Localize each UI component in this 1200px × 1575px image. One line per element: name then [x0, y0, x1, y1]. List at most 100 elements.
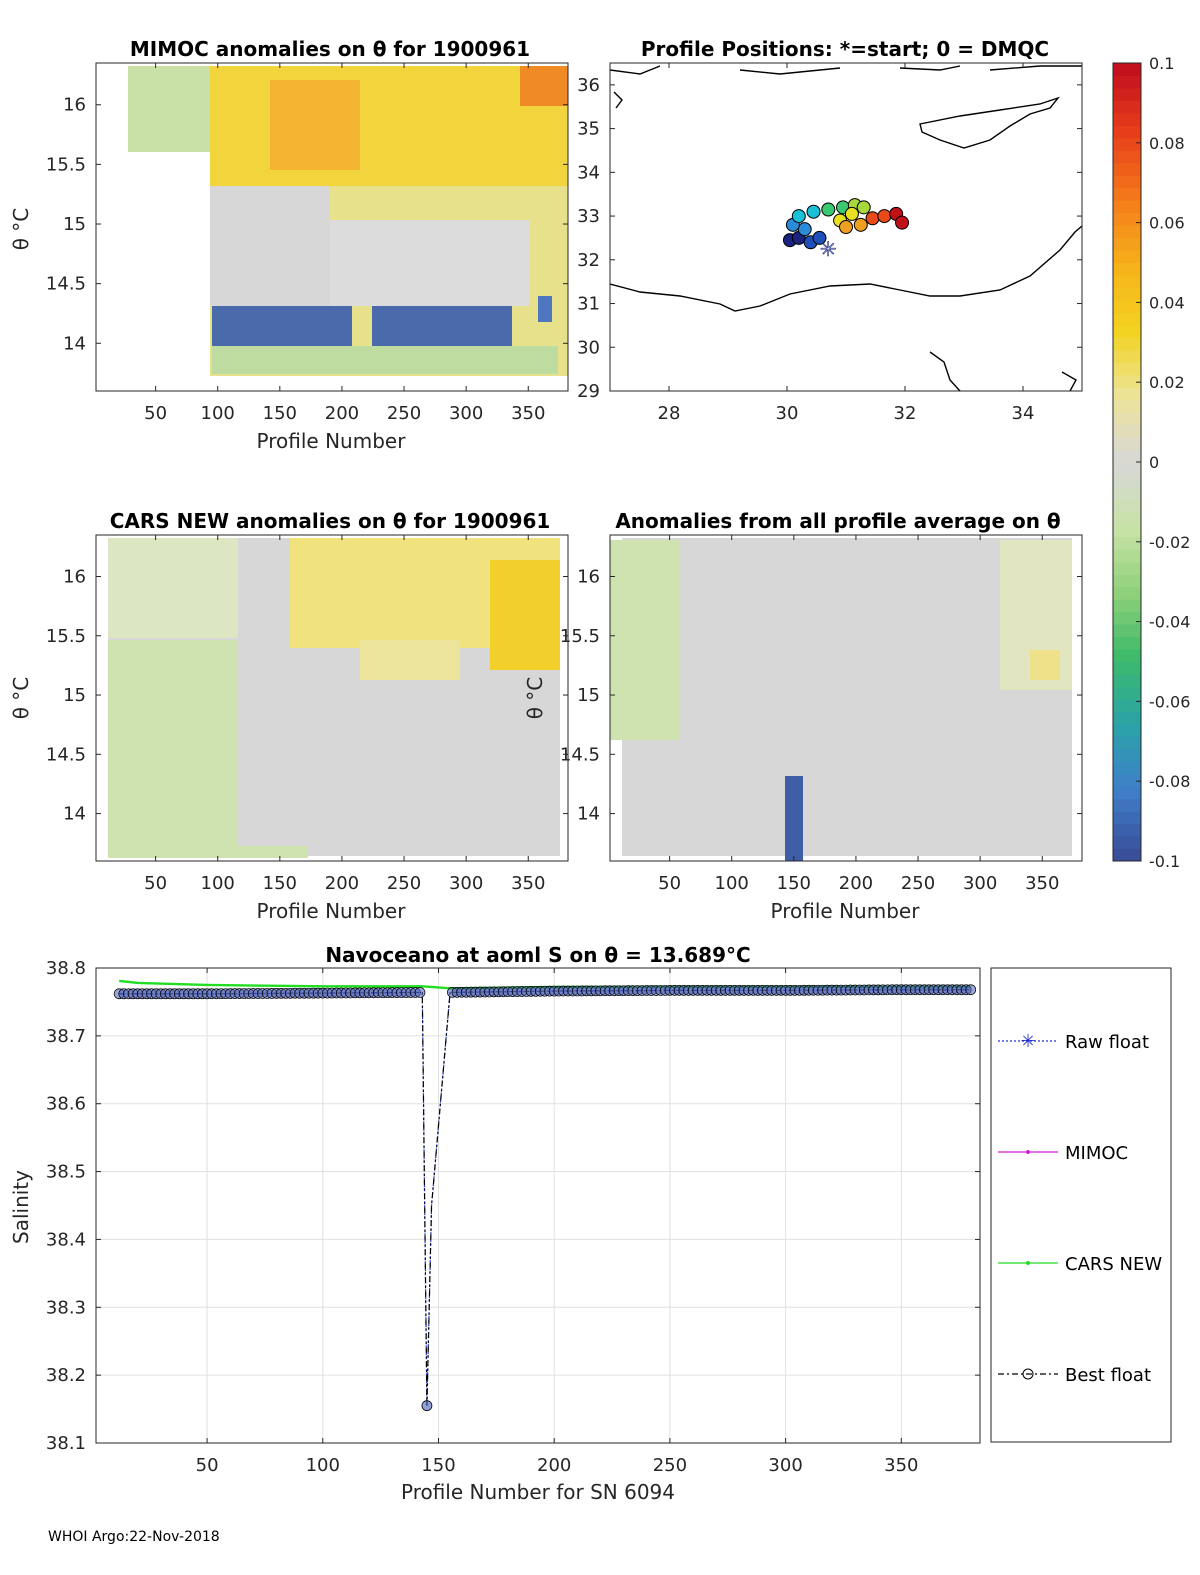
colorbar-band: [1113, 87, 1141, 101]
colorbar: 0.1 0.08 0.06 0.04 0.02 0 -0.02 -0.04 -0.06 -0.08…: [1112, 54, 1190, 871]
colorbar-band: [1113, 349, 1141, 363]
profile-position-marker: [839, 220, 853, 234]
colorbar-band: [1113, 486, 1141, 500]
coastline-turkey: [610, 65, 1082, 75]
colorbar-band: [1113, 312, 1141, 326]
colorbar-band: [1113, 337, 1141, 351]
allavg-xlabel: Profile Number: [771, 899, 921, 923]
profile-position-marker: [853, 217, 868, 232]
legend-mimoc-label: MIMOC: [1065, 1143, 1128, 1164]
allavg-ylabel: θ °C: [523, 677, 547, 720]
salinity-grid: [96, 967, 980, 1444]
colorbar-band: [1113, 574, 1141, 588]
allavg-ytick-label: 14: [577, 804, 600, 825]
series-raw-float: [119, 989, 971, 1406]
coastline-crete: [613, 91, 623, 109]
profile-position-markers: ✳: [782, 198, 910, 261]
colorbar-band: [1113, 387, 1141, 401]
cars-ytick-label: 14.5: [46, 744, 86, 765]
colorbar-band: [1113, 499, 1141, 513]
allavg-heatmap: [610, 538, 1072, 861]
colorbar-band: [1113, 125, 1141, 139]
legend-box: [990, 967, 1172, 1443]
cars-ytick-label: 16: [63, 566, 86, 587]
cars-xtick-label: 300: [449, 873, 483, 894]
positions-xtick-label: 28: [658, 403, 681, 424]
legend-mimoc: MIMOC: [998, 1143, 1128, 1164]
colorbar-band: [1113, 524, 1141, 538]
colorbar-band: [1113, 437, 1141, 451]
cars-xlabel: Profile Number: [257, 899, 407, 923]
colorbar-band: [1113, 63, 1141, 76]
colorbar-band: [1113, 449, 1141, 463]
mimoc-heatmap: [128, 66, 568, 391]
colorbar-band: [1113, 536, 1141, 550]
colorbar-band: [1113, 299, 1141, 313]
cars-xtick-label: 100: [201, 873, 235, 894]
positions-ytick-label: 31: [577, 294, 600, 315]
mimoc-xtick-label: 100: [201, 403, 235, 424]
colorbar-band: [1113, 836, 1141, 850]
colorbar-band: [1113, 175, 1141, 189]
positions-ticks: 28 30 32 34 29 30 31 32 33 34 35 36: [577, 63, 1082, 424]
cars-xtick-label: 250: [387, 873, 421, 894]
salinity-ytick-label: 38.4: [46, 1229, 86, 1250]
cars-heatmap: [108, 538, 560, 858]
footer-credit: WHOI Argo:22-Nov-2018: [48, 1529, 220, 1545]
allavg-ytick-label: 16: [577, 566, 600, 587]
colorbar-tick-label: 0: [1149, 453, 1159, 472]
salinity-ytick-label: 38.7: [46, 1026, 86, 1047]
mimoc-ytick-label: 14.5: [46, 274, 86, 295]
mimoc-xtick-label: 200: [325, 403, 359, 424]
positions-title: Profile Positions: *=start; 0 = DMQC: [641, 37, 1049, 61]
colorbar-band: [1113, 811, 1141, 825]
mimoc-ylabel: θ °C: [9, 208, 33, 251]
profile-position-marker: [877, 209, 892, 224]
profile-position-marker: [806, 204, 821, 219]
salinity-ytick-label: 38.3: [46, 1297, 86, 1318]
positions-ytick-label: 34: [577, 162, 600, 183]
colorbar-tick-label: 0.02: [1149, 373, 1185, 392]
colorbar-band: [1113, 412, 1141, 426]
legend-best-float: Best float: [998, 1365, 1151, 1386]
colorbar-band: [1113, 262, 1141, 276]
colorbar-band: [1113, 661, 1141, 675]
salinity-ytick-label: 38.2: [46, 1365, 86, 1386]
colorbar-tick-label: -0.02: [1149, 533, 1190, 552]
coastline-cyprus: [919, 96, 1061, 149]
allavg-title: Anomalies from all profile average on θ: [615, 509, 1060, 533]
colorbar-band: [1113, 324, 1141, 338]
allavg-ytick-label: 14.5: [560, 744, 600, 765]
mimoc-axes-frame: [95, 62, 569, 392]
salinity-xtick-label: 200: [537, 1455, 571, 1476]
mimoc-xtick-label: 250: [387, 403, 421, 424]
panel-cars: CARS NEW anomalies on θ for 1900961 50 10…: [9, 509, 569, 923]
panel-salinity: Navoceano at aoml S on θ = 13.689°C 50 10…: [9, 943, 981, 1504]
cars-ticks: 50 100 150 200 250 300 350 14 14.5 15 15.5 16: [46, 535, 568, 894]
profile-position-marker: [797, 222, 812, 237]
colorbar-band: [1113, 462, 1141, 475]
mimoc-ticks: 50 100 150 200 250 300 350 14 14.5 15 15.5 16: [46, 63, 568, 424]
legend-best-float-label: Best float: [1065, 1365, 1151, 1386]
colorbar-band: [1113, 250, 1141, 263]
colorbar-band: [1113, 798, 1141, 812]
colorbar-tick-label: -0.08: [1149, 772, 1190, 791]
positions-axes-frame: [609, 62, 1083, 392]
profile-position-marker: [895, 215, 910, 230]
salinity-ticks: 50 100 150 200 250 300 350 38.1 38.2 38.3 38.4 38.5…: [46, 958, 980, 1476]
positions-ytick-label: 35: [577, 119, 600, 140]
colorbar-tick-label: 0.04: [1149, 293, 1185, 312]
colorbar-band: [1113, 786, 1141, 800]
best-float-marker: [965, 984, 977, 996]
salinity-title: Navoceano at aoml S on θ = 13.689°C: [325, 943, 750, 967]
colorbar-tick-label: -0.1: [1149, 852, 1180, 871]
colorbar-band: [1113, 100, 1141, 114]
profile-position-marker: [844, 206, 859, 221]
coastline-sinai: [929, 351, 1077, 391]
salinity-axes-frame: [95, 967, 981, 1444]
colorbar-band: [1113, 212, 1141, 226]
cars-xtick-label: 350: [511, 873, 545, 894]
colorbar-band: [1113, 723, 1141, 737]
colorbar-band: [1113, 748, 1141, 762]
